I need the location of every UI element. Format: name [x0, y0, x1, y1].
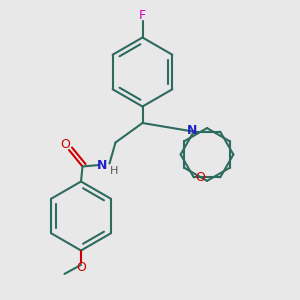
Text: O: O	[196, 171, 205, 184]
Text: H: H	[110, 166, 118, 176]
Text: N: N	[97, 158, 107, 172]
Text: O: O	[76, 261, 86, 274]
Text: N: N	[187, 124, 197, 136]
Text: O: O	[61, 138, 70, 151]
Text: F: F	[139, 9, 146, 22]
